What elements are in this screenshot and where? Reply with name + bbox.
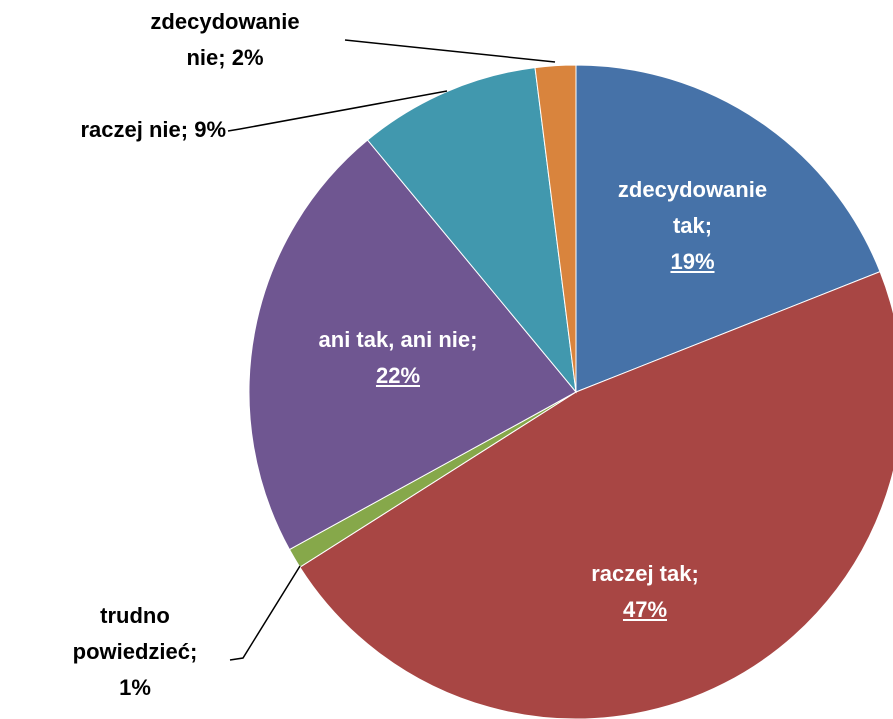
- label-separator: ;: [704, 213, 713, 238]
- pie-slice: [299, 270, 893, 719]
- label-separator: ;: [218, 45, 232, 70]
- data-label: zdecydowanie nie; 2%: [140, 4, 310, 76]
- label-category: ani tak, ani nie: [318, 327, 471, 352]
- label-separator: ;: [470, 327, 478, 352]
- label-value: 19%: [670, 249, 715, 274]
- slices: [248, 64, 893, 719]
- label-value: 22%: [375, 363, 421, 388]
- label-category: raczej nie: [80, 117, 181, 142]
- pie-slice: [366, 67, 577, 394]
- leader-line: [229, 565, 301, 661]
- data-label: ani tak, ani nie; 22%: [318, 322, 478, 394]
- label-category: raczej tak: [591, 561, 692, 586]
- label-separator: ;: [180, 117, 195, 142]
- data-label: trudno powiedzieć; 1%: [50, 598, 220, 706]
- label-separator: ;: [190, 639, 198, 664]
- label-separator: ;: [691, 561, 699, 586]
- pie-slice: [575, 64, 881, 393]
- label-category: zdecydowanie nie: [150, 9, 300, 70]
- data-label: raczej tak; 47%: [545, 556, 745, 628]
- label-value: 9%: [194, 117, 226, 142]
- label-category: trudno powiedzieć: [72, 603, 191, 664]
- label-category: zdecydowanie tak: [617, 177, 768, 238]
- label-value: 2%: [231, 45, 264, 70]
- label-value: 1%: [119, 675, 151, 700]
- pie-slice: [534, 64, 577, 393]
- data-label: zdecydowanie tak; 19%: [605, 172, 780, 280]
- pie-slice: [248, 139, 577, 551]
- leader-line: [227, 90, 448, 132]
- leader-line: [344, 39, 556, 63]
- data-label: raczej nie; 9%: [0, 112, 226, 148]
- label-value: 47%: [622, 597, 668, 622]
